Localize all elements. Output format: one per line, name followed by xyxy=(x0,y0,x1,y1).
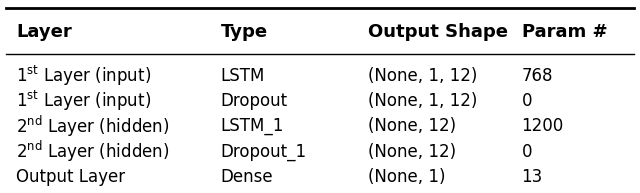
Text: Layer: Layer xyxy=(16,23,72,41)
Text: LSTM_1: LSTM_1 xyxy=(221,117,284,135)
Text: Output Shape: Output Shape xyxy=(368,23,508,41)
Text: 768: 768 xyxy=(522,67,553,85)
Text: 1$^{\mathregular{st}}$ Layer (input): 1$^{\mathregular{st}}$ Layer (input) xyxy=(16,89,151,113)
Text: Output Layer: Output Layer xyxy=(16,168,125,186)
Text: Dropout: Dropout xyxy=(221,92,288,110)
Text: 2$^{\mathregular{nd}}$ Layer (hidden): 2$^{\mathregular{nd}}$ Layer (hidden) xyxy=(16,114,170,139)
Text: (None, 12): (None, 12) xyxy=(368,142,456,161)
Text: 0: 0 xyxy=(522,142,532,161)
Text: 1$^{\mathregular{st}}$ Layer (input): 1$^{\mathregular{st}}$ Layer (input) xyxy=(16,64,151,88)
Text: (None, 1, 12): (None, 1, 12) xyxy=(368,67,477,85)
Text: 2$^{\mathregular{nd}}$ Layer (hidden): 2$^{\mathregular{nd}}$ Layer (hidden) xyxy=(16,139,170,164)
Text: LSTM: LSTM xyxy=(221,67,265,85)
Text: Dense: Dense xyxy=(221,168,273,186)
Text: (None, 1, 12): (None, 1, 12) xyxy=(368,92,477,110)
Text: 0: 0 xyxy=(522,92,532,110)
Text: Type: Type xyxy=(221,23,268,41)
Text: (None, 1): (None, 1) xyxy=(368,168,445,186)
Text: (None, 12): (None, 12) xyxy=(368,117,456,135)
Text: 13: 13 xyxy=(522,168,543,186)
Text: Dropout_1: Dropout_1 xyxy=(221,142,307,161)
Text: 1200: 1200 xyxy=(522,117,564,135)
Text: Param #: Param # xyxy=(522,23,607,41)
